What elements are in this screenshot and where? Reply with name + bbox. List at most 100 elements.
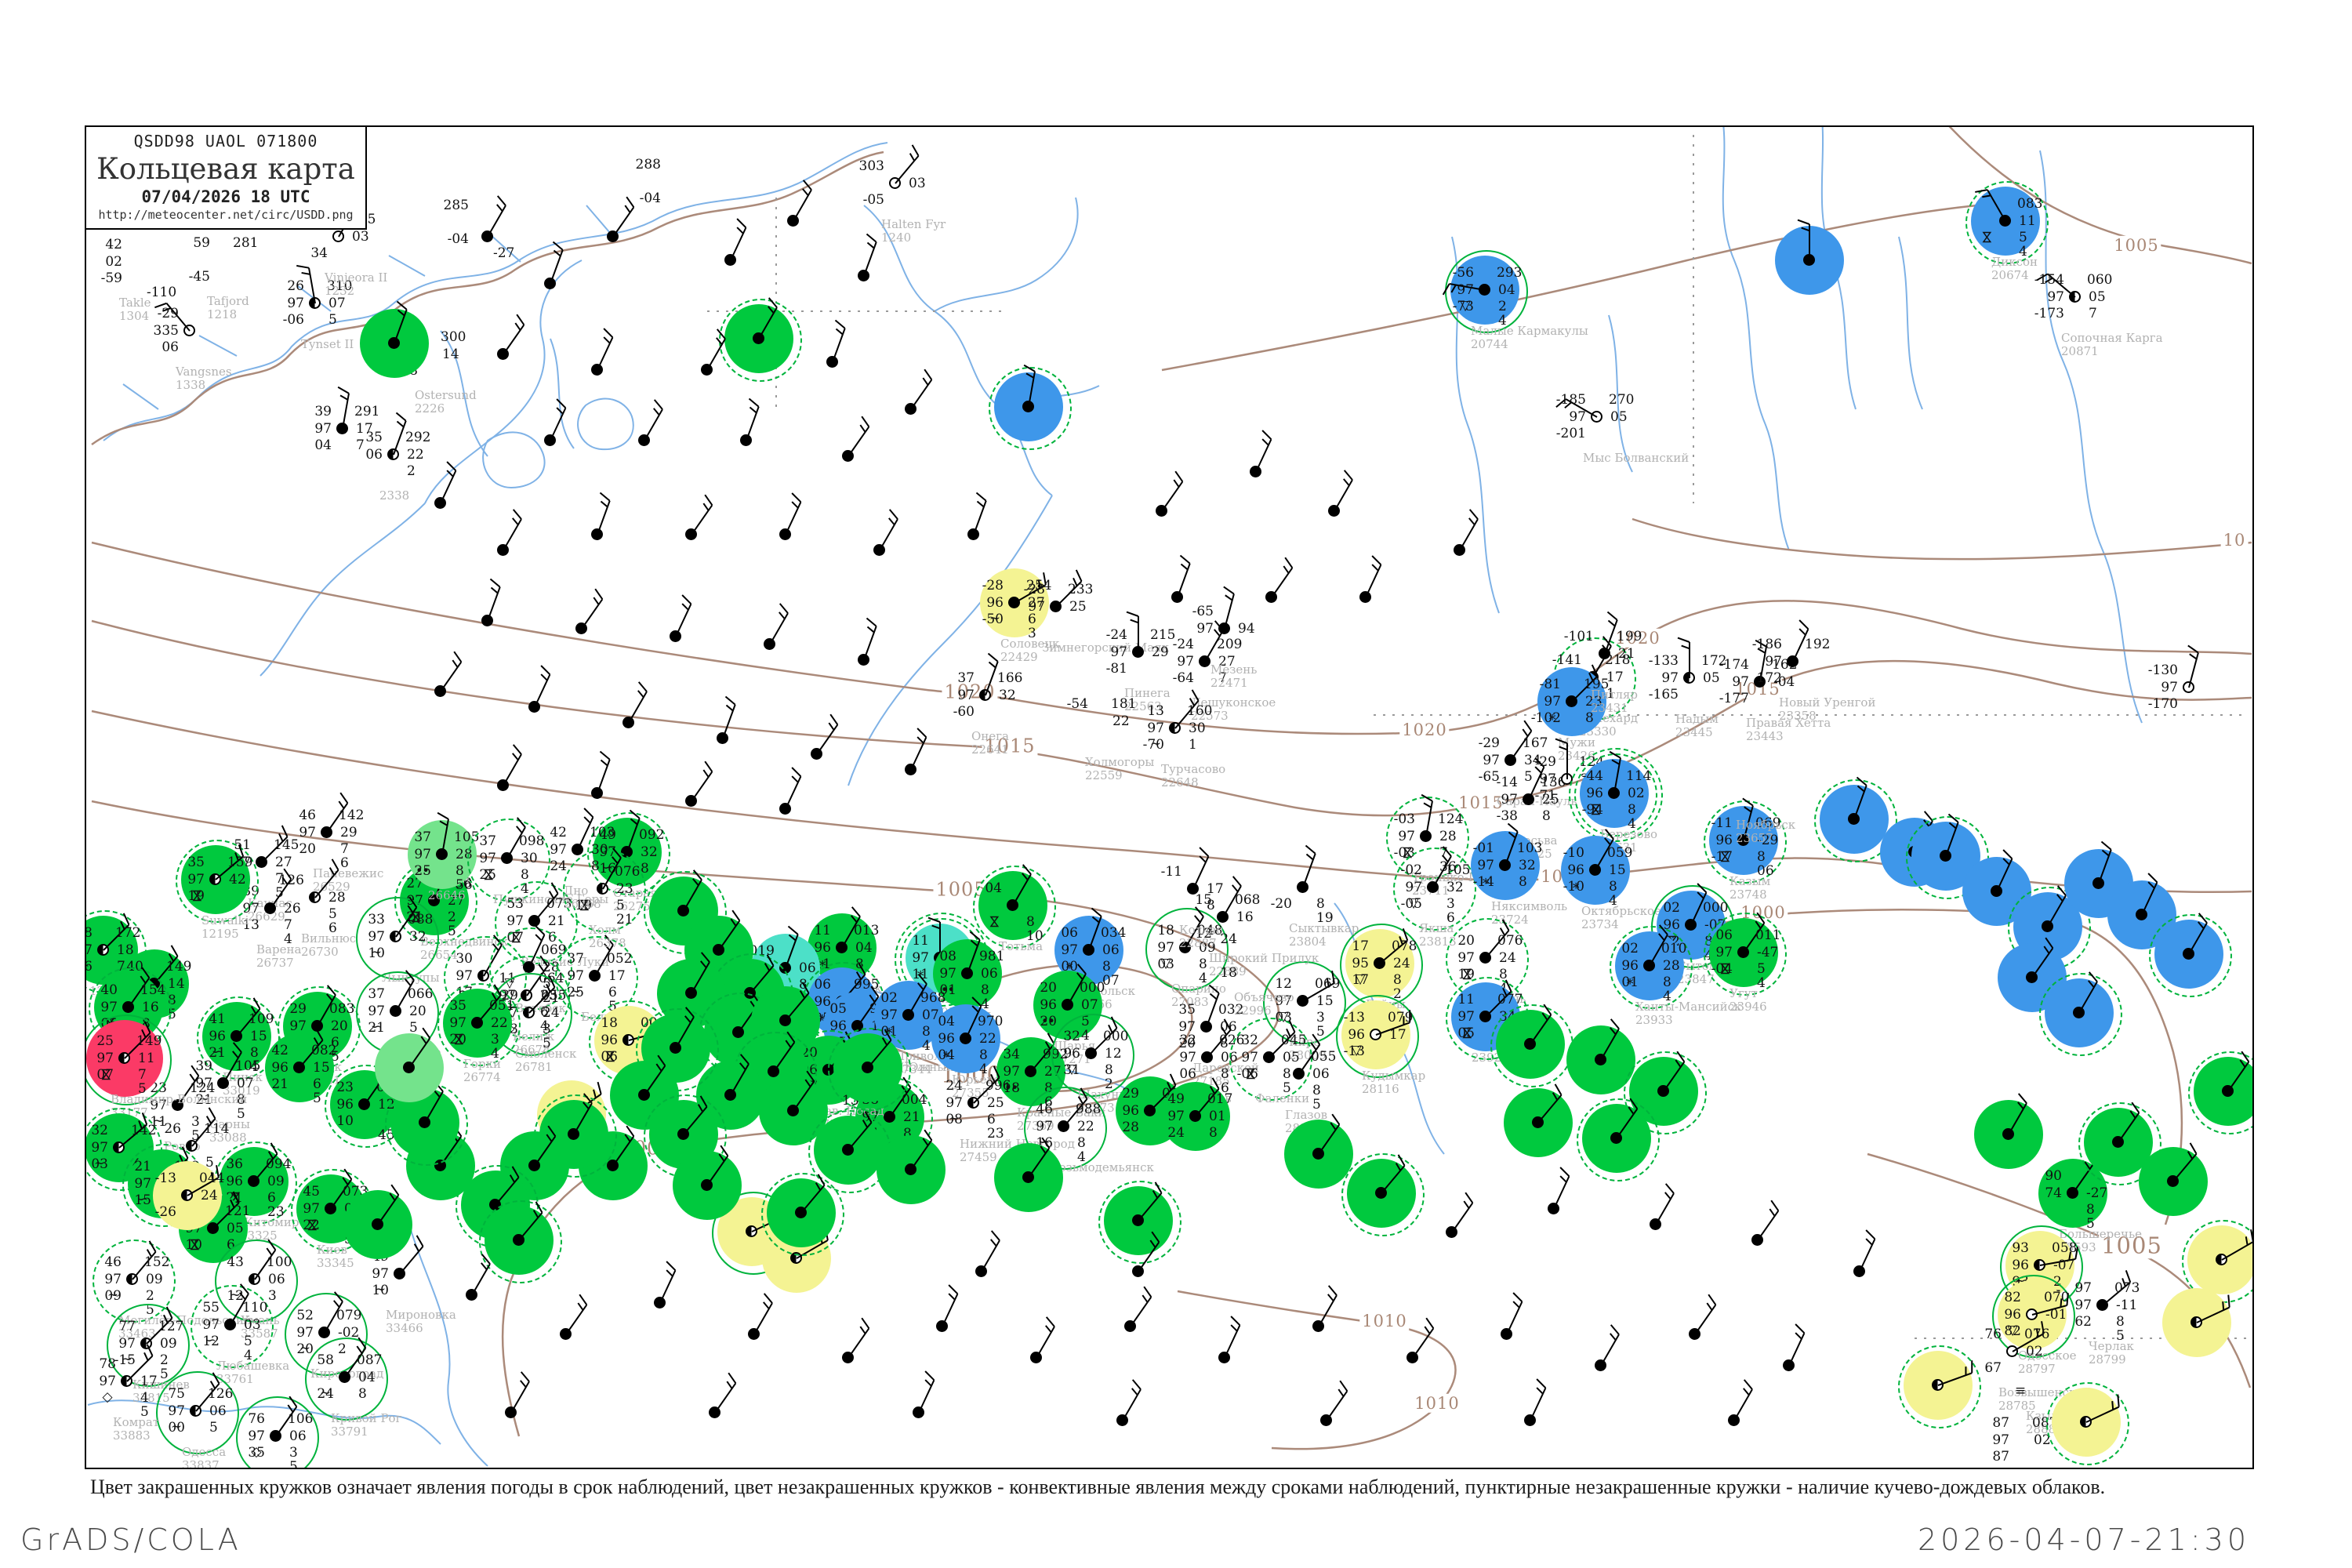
station-value-tr: 000 [1103,1029,1129,1044]
station-name-label: Takle 1304 [119,296,307,324]
station-id-label: 23431 [1591,701,1628,716]
convective-ring [1145,908,1229,991]
station-value-b2: 4 [1498,313,1507,328]
station-value-l: 96 [271,1060,289,1076]
wind-barb-icon [879,509,898,551]
station-value-l: 97 [414,847,431,862]
station-value-br: 8 [1026,914,1035,930]
station-value-tl: 48 [85,925,93,941]
wind-barb-icon [691,760,713,802]
station-value-tr: 159 [227,855,253,870]
wind-barb-icon [1859,1229,1876,1272]
station-value-r: 42 [229,872,246,887]
station-value-l: 97 [1732,674,1749,690]
station-id-label: 1240 [881,230,912,245]
wind-barb-icon [1733,1379,1753,1421]
station-value-tl: 32 [1063,1029,1080,1044]
station-value-l: 335 [153,323,179,339]
weather-symbol-hg-icon: ⋈ [1978,230,1994,244]
station-value-r: 17 [356,421,373,437]
station-value-tr: 058 [2052,1240,2078,1256]
station-value-l: 97 [287,296,304,311]
station-value-tl: 42 [105,237,122,252]
station-value-l: 97 [1177,654,1194,670]
station-name-label: Ханты-Мансийск 23933 [1635,1000,1824,1028]
weather-symbol-fog-icon: ≡ [2014,1383,2027,1399]
station-value-b2: 4 [1663,989,1671,1004]
station-value-tl: 58 [317,1352,334,1368]
station-id-label: 20871 [2061,344,2099,359]
station-value-r: 17 [1207,881,1224,897]
source-url[interactable]: http://meteocenter.net/circ/USDD.png [98,208,354,222]
station-value-bl: -05 [862,192,884,208]
wind-barb-icon [1126,611,1139,652]
station-value-tr: 000 [1080,980,1105,996]
station-value-r: 32 [999,688,1016,703]
station-name-label: Vangsnes 1338 [176,365,364,393]
station-value-tl: -03 [1393,811,1415,827]
isobar-value-label: 1005 [2111,235,2161,255]
station-value-l: 97 [1501,792,1518,808]
station-value-br: 8 [1542,808,1551,824]
station-name-label: Варена 26737 [256,942,445,971]
station-value-bl: 24 [1167,1125,1185,1141]
station-value-l: 97 [1028,599,1045,615]
station-value-tl: 37 [414,829,431,845]
render-timestamp: 2026-04-07-21:30 [1917,1523,2250,1557]
station-value-tr: 051 [489,998,515,1014]
wind-barb-icon [1504,822,1519,866]
station-value-tl: -141 [1552,652,1582,668]
station-value-l: 97 [1661,670,1679,686]
station-value-l: 97 [1457,282,1474,298]
wind-barb-icon [337,386,350,430]
station-value-tl: -24 [1105,627,1127,643]
wind-barb-icon [1023,364,1036,408]
station-value-tl: 32 [91,1123,108,1138]
station-value-r: 24 [201,1188,218,1203]
station-value-br: 8 [1519,874,1527,890]
wind-barb-icon [910,1129,933,1171]
station-value-l: 97 [1569,409,1586,425]
station-value-tl: -02 [1400,862,1422,878]
wind-barb-icon [2187,644,2199,688]
wind-barb-icon [706,1145,729,1186]
wind-barb-icon [675,594,692,637]
station-value-tl: 82 [2004,1290,2021,1305]
station-value-bl: -60 [953,704,975,720]
wind-barb-icon [1412,1317,1435,1359]
station-value-tr: 069 [1315,976,1341,992]
station-value-tl: 02 [1663,900,1680,916]
map-frame: 1005101020101510201015101010001000102010… [85,125,2254,1469]
station-value-l: 96 [1621,958,1639,974]
station-value-bl: 21 [271,1076,289,1092]
station-name-label: Сыктывкар 23804 [1289,921,1477,949]
station-value-tr: 136 [1541,775,1566,790]
wind-barb-icon [1797,219,1810,260]
station-id-label: 1338 [176,378,206,393]
station-value-br: 8 [1207,898,1215,913]
station-value-bl: 28 [1122,1120,1139,1135]
station-value-br: 8 [591,858,600,874]
lake-ladoga [482,431,546,489]
station-id-label: 2338 [379,488,410,503]
station-value-tl: -65 [1192,604,1214,619]
station-value-tl: 52 [296,1308,314,1323]
station-name-label: Соловецк 22429 [1000,637,1189,665]
station-value-tl: 43 [227,1254,244,1270]
wind-barb-icon [597,750,611,794]
station-value-tl: -29 [1478,735,1500,751]
station-value-bl: -04 [1711,961,1733,977]
wind-barb-icon [785,492,802,535]
wind-barb-icon [918,1370,935,1414]
wind-barb-icon [1755,639,1767,683]
wind-barb-icon [895,144,920,184]
station-value-r: 02 [1628,786,1645,801]
wind-barb-icon [973,492,987,535]
station-value-tl: -11 [1711,815,1733,831]
station-value-l: 97 [1992,1432,2009,1448]
weather-symbol-wave-icon: ∼ [989,611,1001,626]
river-yenisei [2039,150,2143,724]
station-name-label: Мезень 22471 [1210,662,1399,691]
station-value-l: 97 [1110,644,1127,660]
station-value-r: 03 [352,229,369,245]
